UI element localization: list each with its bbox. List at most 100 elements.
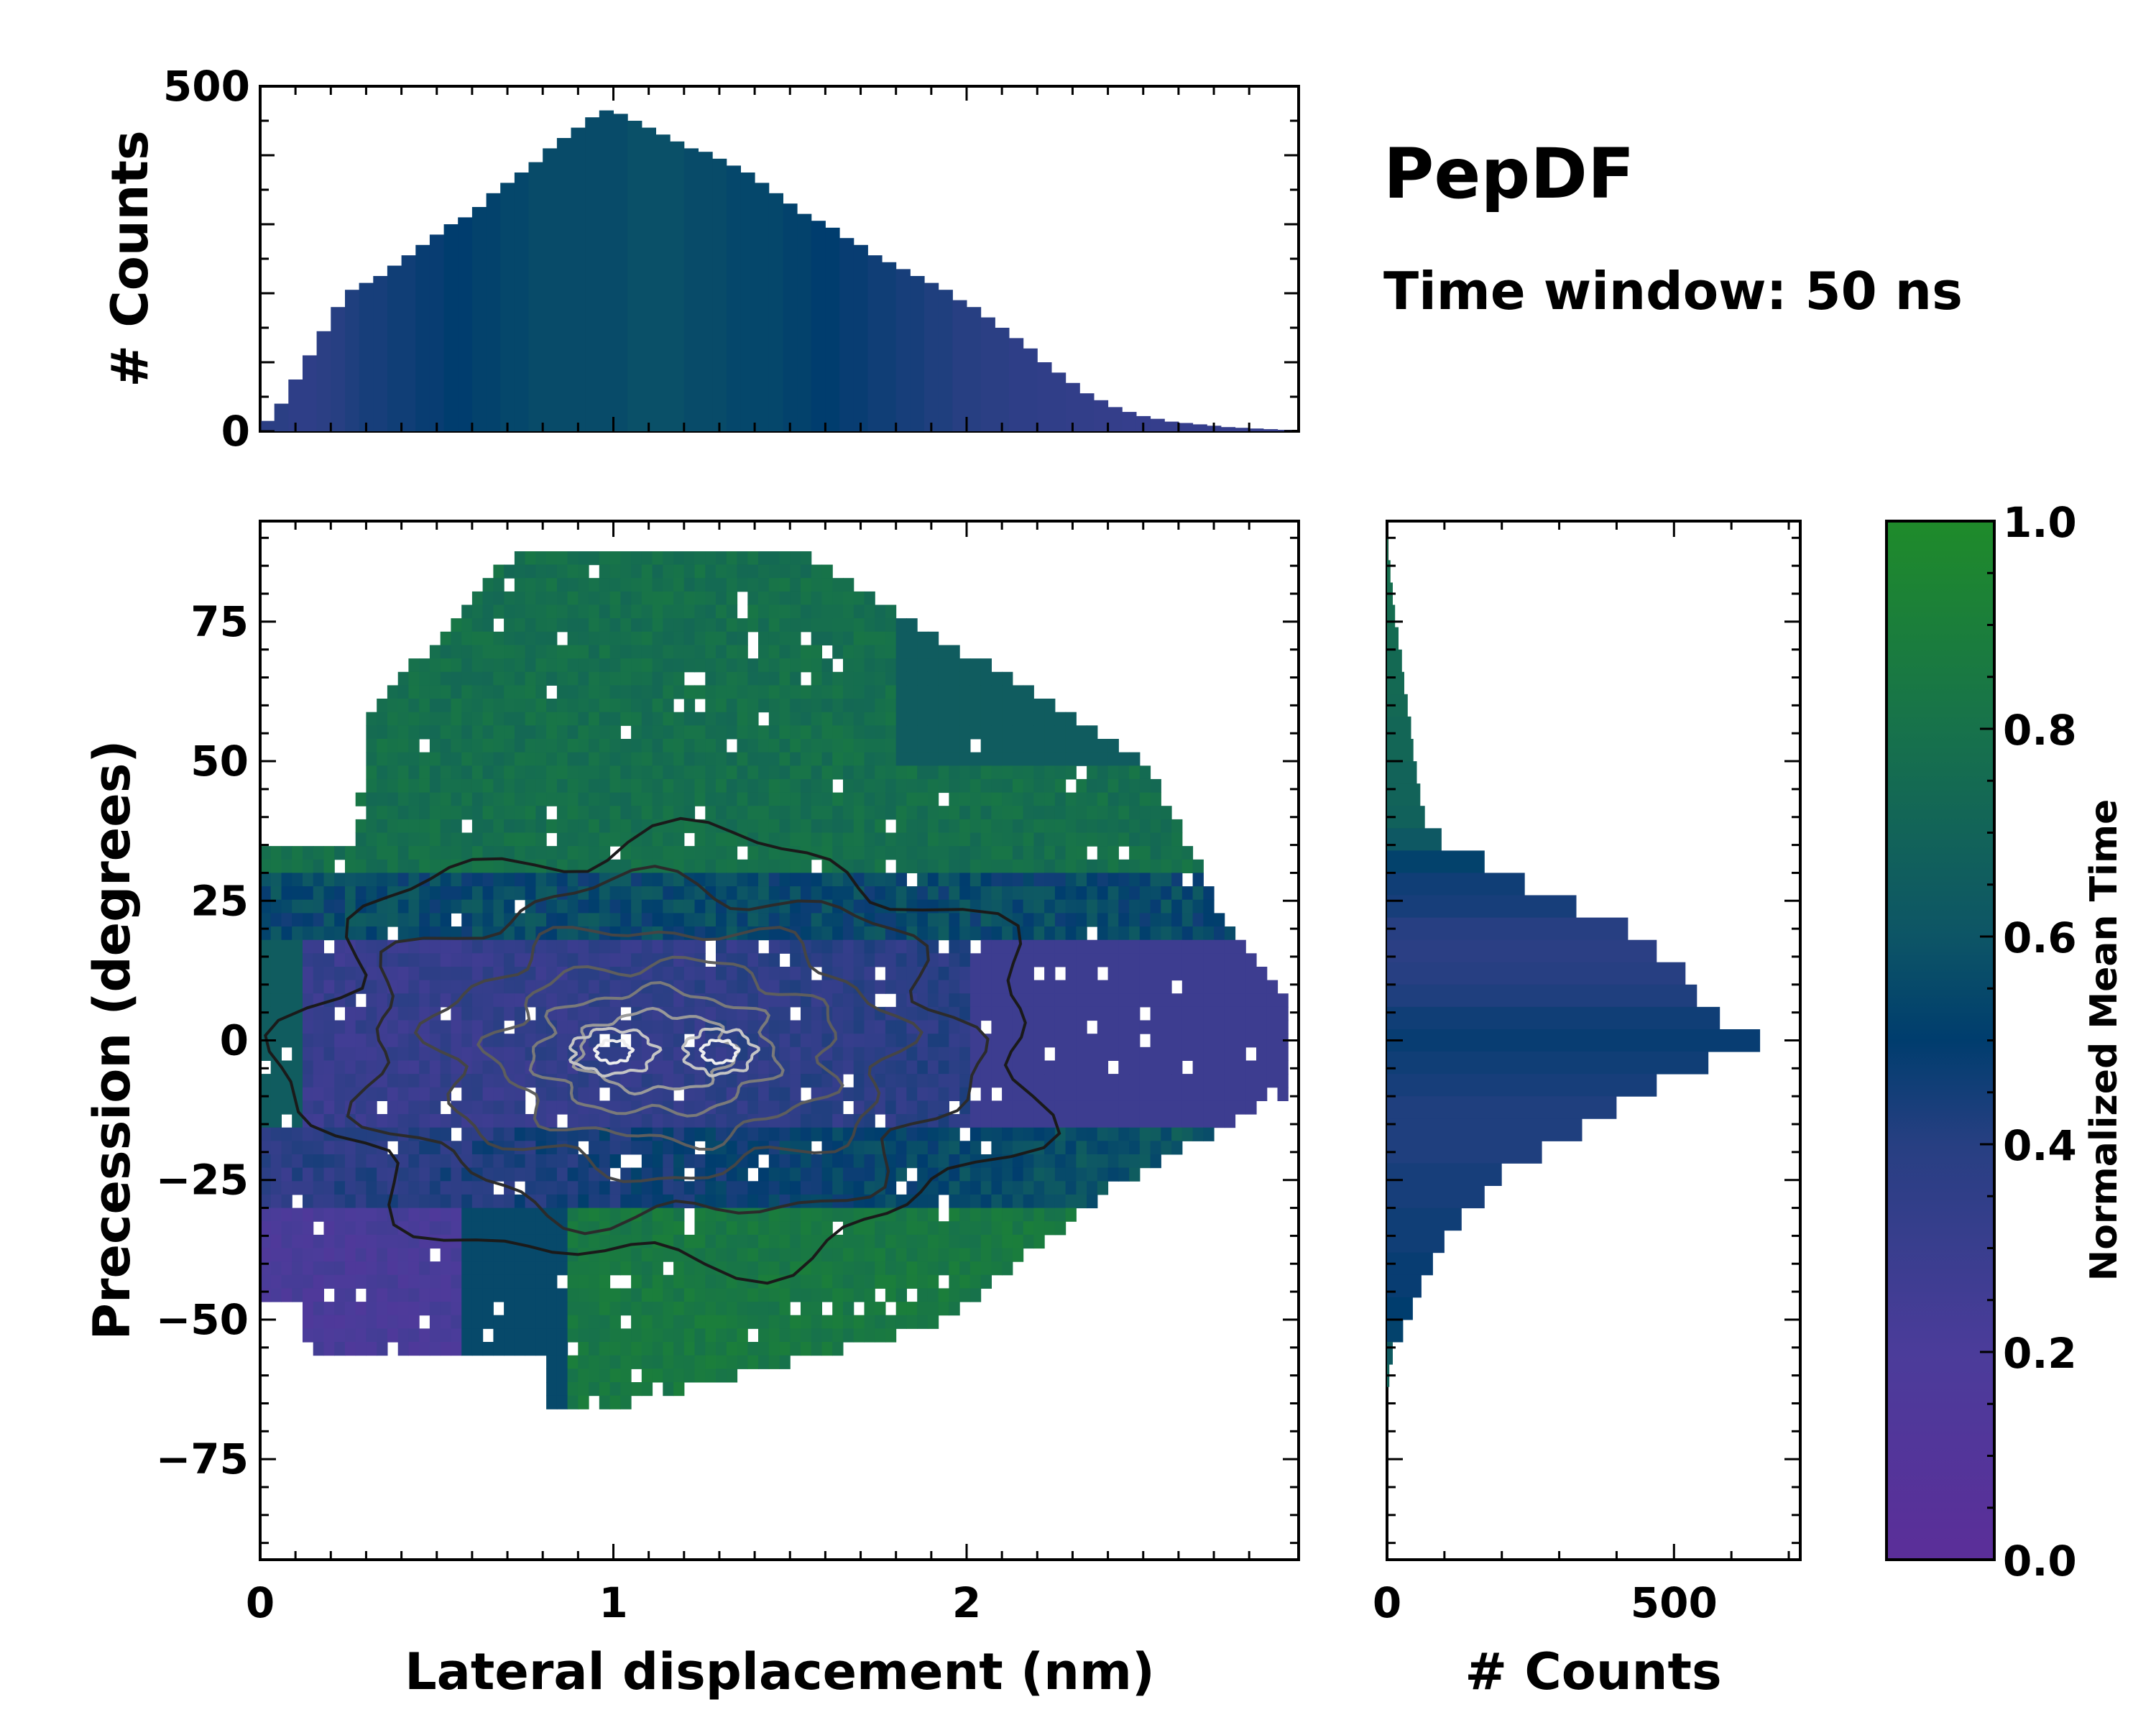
heatmap-cell [747,1100,759,1115]
heatmap-cell [895,778,907,794]
heatmap-cell [535,873,547,887]
heatmap-cell [980,1181,992,1195]
heatmap-cell [832,993,844,1008]
heatmap-cell [1181,1127,1194,1141]
heatmap-cell [387,1261,399,1276]
heatmap-cell [980,1261,992,1276]
heatmap-cell [673,645,685,659]
heatmap-cell [631,564,642,579]
heatmap-cell [471,1087,484,1101]
heatmap-cell [451,658,462,673]
heatmap-cell [673,1020,685,1034]
heatmap-cell [1044,739,1056,753]
heatmap-cell [1054,1154,1067,1169]
heatmap-cell [514,631,526,645]
heatmap-cell [366,1315,377,1329]
heatmap-cell [461,712,473,726]
heatmap-cell [609,778,621,794]
heatmap-cell [959,953,971,967]
heatmap-cell [578,1006,589,1021]
heatmap-cell [1044,1087,1056,1101]
density-contour [264,816,1061,1285]
heatmap-cell [737,712,748,726]
heatmap-cell [1107,1154,1119,1169]
heatmap-ytick-label: 0 [220,1016,249,1065]
heatmap-cell [493,578,505,592]
heatmap-cell [1150,1020,1161,1034]
heatmap-cell [705,1114,717,1128]
heatmap-cell [1107,873,1119,887]
heatmap-cell [567,1234,579,1249]
heatmap-cell [1161,832,1172,847]
heatmap-cell [864,591,875,606]
heatmap-cell [589,1382,600,1397]
heatmap-cell [906,846,918,860]
heatmap-cell [1129,967,1141,981]
heatmap-cell [377,1221,388,1236]
heatmap-cell [609,631,621,645]
heatmap-cell [620,939,632,954]
heatmap-cell [1076,792,1087,806]
heatmap-cell [949,1261,960,1276]
heatmap-cell [969,1208,982,1222]
heatmap-cell [949,899,960,914]
heatmap-cell [451,1234,462,1249]
top-histogram-bar [1051,372,1067,431]
heatmap-cell [504,899,515,914]
right-histogram-xtick-label: 500 [1631,1578,1718,1627]
top-histogram-bar [359,282,374,431]
heatmap-cell [726,685,738,699]
heatmap-cell [652,1208,663,1222]
heatmap-cell [567,939,579,954]
heatmap-cell [313,1315,324,1329]
heatmap-cell [821,1208,833,1222]
heatmap-cell [514,591,526,606]
heatmap-cell [260,1127,272,1141]
heatmap-cell [1002,1248,1013,1262]
heatmap-cell [589,604,600,619]
heatmap-cell [514,1114,526,1128]
heatmap-cell [716,832,727,847]
heatmap-cell [609,993,621,1008]
heatmap-cell [482,1020,494,1034]
heatmap-cell [1150,806,1161,820]
heatmap-cell [758,1100,770,1115]
heatmap-cell [747,1194,759,1209]
heatmap-cell [917,819,929,834]
heatmap-cell [663,886,674,901]
heatmap-cell [535,832,547,847]
heatmap-cell [1171,1141,1183,1155]
heatmap-cell [578,953,589,967]
heatmap-cell [408,1181,420,1195]
heatmap-cell [705,980,717,994]
heatmap-cell [345,980,356,994]
heatmap-cell [641,699,653,713]
heatmap-cell [1139,1141,1151,1155]
heatmap-cell [843,645,854,659]
heatmap-cell [969,1274,982,1289]
heatmap-cell [525,1020,536,1034]
heatmap-cell [980,1274,992,1289]
heatmap-cell [663,739,674,753]
heatmap-cell [641,939,653,954]
heatmap-cell [1054,1034,1067,1048]
top-histogram-bar [967,307,982,431]
heatmap-cell [875,658,886,673]
heatmap-cell [514,564,526,579]
heatmap-cell [292,1060,303,1075]
heatmap-cell [535,1328,547,1343]
heatmap-cell [768,685,780,699]
heatmap-cell [1129,873,1141,887]
heatmap-cell [853,1261,865,1276]
heatmap-cell [1150,993,1161,1008]
heatmap-cell [535,551,547,566]
heatmap-cell [1002,939,1013,954]
heatmap-cell [260,1100,272,1115]
heatmap-cell [270,1154,282,1169]
heatmap-cell [864,1034,875,1048]
heatmap-cell [673,993,685,1008]
heatmap-cell [906,1127,918,1141]
heatmap-cell [768,873,780,887]
heatmap-cell [938,1181,949,1195]
heatmap-cell [726,1261,738,1276]
